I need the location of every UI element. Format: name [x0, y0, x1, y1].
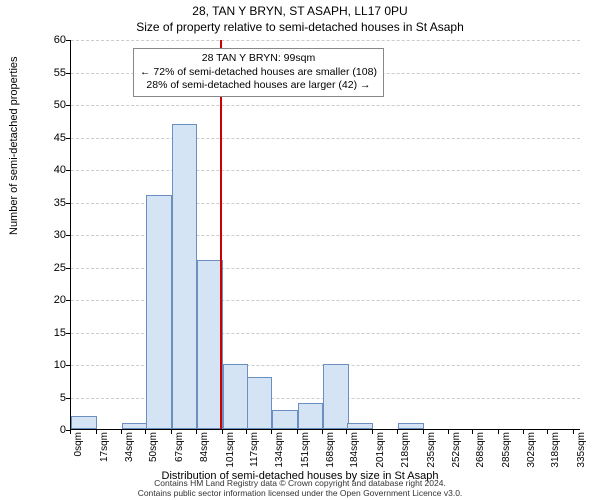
grid-line: [71, 170, 580, 171]
y-tick-label: 10: [38, 359, 66, 371]
y-tick-label: 0: [38, 424, 66, 436]
x-tick-label: 101sqm: [225, 432, 236, 472]
histogram-bar: [272, 410, 298, 430]
x-tick-mark: [297, 430, 298, 434]
y-tick-mark: [66, 365, 70, 366]
histogram-bar: [298, 403, 324, 429]
histogram-bar: [146, 195, 172, 429]
y-tick-label: 30: [38, 229, 66, 241]
x-tick-label: 0sqm: [73, 432, 84, 472]
x-tick-mark: [271, 430, 272, 434]
x-tick-mark: [346, 430, 347, 434]
x-tick-label: 117sqm: [249, 432, 260, 472]
x-tick-mark: [372, 430, 373, 434]
x-tick-mark: [523, 430, 524, 434]
x-tick-label: 151sqm: [300, 432, 311, 472]
x-tick-label: 201sqm: [375, 432, 386, 472]
y-tick-label: 40: [38, 164, 66, 176]
y-tick-mark: [66, 170, 70, 171]
histogram-bar: [247, 377, 273, 429]
histogram-bar: [323, 364, 349, 429]
x-tick-mark: [573, 430, 574, 434]
y-tick-mark: [66, 203, 70, 204]
footer-line2: Contains public sector information licen…: [0, 489, 600, 498]
y-tick-mark: [66, 105, 70, 106]
x-tick-label: 50sqm: [148, 432, 159, 472]
histogram-bar: [398, 423, 424, 430]
x-tick-label: 218sqm: [400, 432, 411, 472]
y-tick-mark: [66, 268, 70, 269]
reference-line: [220, 40, 222, 429]
x-tick-mark: [547, 430, 548, 434]
y-tick-mark: [66, 138, 70, 139]
x-tick-label: 67sqm: [174, 432, 185, 472]
y-tick-label: 55: [38, 67, 66, 79]
histogram-bar: [223, 364, 249, 429]
histogram-bar: [71, 416, 97, 429]
x-tick-label: 184sqm: [349, 432, 360, 472]
callout-box: 28 TAN Y BRYN: 99sqm ← 72% of semi-detac…: [133, 48, 384, 97]
y-tick-mark: [66, 300, 70, 301]
x-tick-mark: [70, 430, 71, 434]
histogram-bar: [122, 423, 148, 430]
y-tick-label: 60: [38, 34, 66, 46]
x-tick-mark: [196, 430, 197, 434]
x-tick-mark: [322, 430, 323, 434]
x-tick-label: 168sqm: [325, 432, 336, 472]
footer-attribution: Contains HM Land Registry data © Crown c…: [0, 479, 600, 498]
callout-line2: ← 72% of semi-detached houses are smalle…: [140, 66, 377, 80]
x-tick-label: 252sqm: [451, 432, 462, 472]
histogram-bar: [347, 423, 373, 430]
x-tick-label: 268sqm: [475, 432, 486, 472]
x-tick-mark: [246, 430, 247, 434]
x-tick-mark: [472, 430, 473, 434]
x-tick-mark: [222, 430, 223, 434]
x-tick-label: 34sqm: [124, 432, 135, 472]
plot-area: [70, 40, 580, 430]
y-tick-label: 20: [38, 294, 66, 306]
x-tick-mark: [397, 430, 398, 434]
grid-line: [71, 138, 580, 139]
callout-line3: 28% of semi-detached houses are larger (…: [140, 79, 377, 93]
x-tick-mark: [96, 430, 97, 434]
x-tick-mark: [121, 430, 122, 434]
grid-line: [71, 40, 580, 41]
histogram-bar: [172, 124, 198, 430]
y-axis-label: Number of semi-detached properties: [8, 56, 20, 235]
y-tick-label: 50: [38, 99, 66, 111]
chart-title-line1: 28, TAN Y BRYN, ST ASAPH, LL17 0PU: [0, 4, 600, 18]
y-tick-mark: [66, 73, 70, 74]
y-tick-mark: [66, 398, 70, 399]
grid-line: [71, 105, 580, 106]
y-tick-label: 45: [38, 132, 66, 144]
y-tick-mark: [66, 40, 70, 41]
callout-line1: 28 TAN Y BRYN: 99sqm: [140, 52, 377, 66]
x-tick-label: 302sqm: [526, 432, 537, 472]
y-tick-label: 25: [38, 262, 66, 274]
x-tick-mark: [171, 430, 172, 434]
y-tick-label: 5: [38, 392, 66, 404]
x-tick-label: 84sqm: [199, 432, 210, 472]
x-tick-mark: [423, 430, 424, 434]
y-tick-mark: [66, 333, 70, 334]
y-tick-mark: [66, 235, 70, 236]
x-tick-label: 285sqm: [501, 432, 512, 472]
chart-title-line2: Size of property relative to semi-detach…: [0, 20, 600, 34]
x-tick-label: 17sqm: [99, 432, 110, 472]
x-tick-label: 318sqm: [550, 432, 561, 472]
y-tick-label: 35: [38, 197, 66, 209]
x-tick-label: 235sqm: [426, 432, 437, 472]
x-tick-mark: [145, 430, 146, 434]
x-tick-mark: [498, 430, 499, 434]
y-tick-label: 15: [38, 327, 66, 339]
x-tick-label: 335sqm: [576, 432, 587, 472]
x-tick-label: 134sqm: [274, 432, 285, 472]
x-tick-mark: [448, 430, 449, 434]
